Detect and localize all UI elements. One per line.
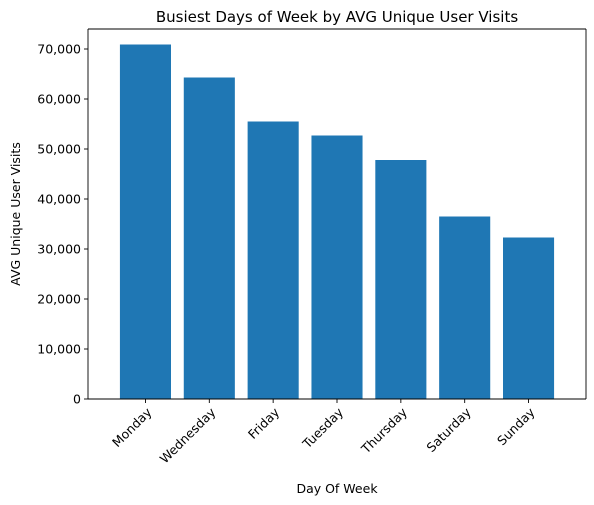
x-tick-label: Tuesday (299, 404, 347, 452)
bar-thursday (375, 160, 427, 399)
bar-friday (247, 121, 299, 399)
y-tick-label: 20,000 (37, 292, 81, 307)
y-tick-label: 70,000 (37, 42, 81, 57)
bar-tuesday (311, 135, 363, 399)
bar-sunday (503, 237, 555, 399)
bar-monday (119, 44, 171, 399)
y-tick-label: 30,000 (37, 242, 81, 257)
plot-frame (87, 28, 587, 400)
x-axis-label: Day Of Week (296, 481, 378, 496)
bar-saturday (439, 216, 491, 399)
x-tick-label: Saturday (423, 404, 474, 455)
bar-wednesday (183, 77, 235, 399)
y-tick-label: 10,000 (37, 342, 81, 357)
x-tick-label: Friday (245, 404, 283, 442)
x-axis: Monday Wednesday Friday Tuesday Thursday Satu… (109, 399, 538, 466)
y-tick-label: 40,000 (37, 192, 81, 207)
y-axis-label: AVG Unique User Visits (8, 142, 23, 286)
chart-title: Busiest Days of Week by AVG Unique User … (156, 8, 518, 26)
x-tick-label: Wednesday (157, 404, 219, 466)
y-axis: 0 10,000 20,000 30,000 40,000 50,000 60,000 70,… (37, 42, 88, 407)
x-tick-label: Sunday (494, 404, 538, 448)
bars-group (119, 44, 555, 399)
y-tick-label: 50,000 (37, 142, 81, 157)
y-tick-label: 60,000 (37, 92, 81, 107)
x-tick-label: Monday (109, 404, 155, 450)
x-tick-label: Thursday (358, 404, 411, 457)
y-tick-label: 0 (73, 392, 81, 407)
